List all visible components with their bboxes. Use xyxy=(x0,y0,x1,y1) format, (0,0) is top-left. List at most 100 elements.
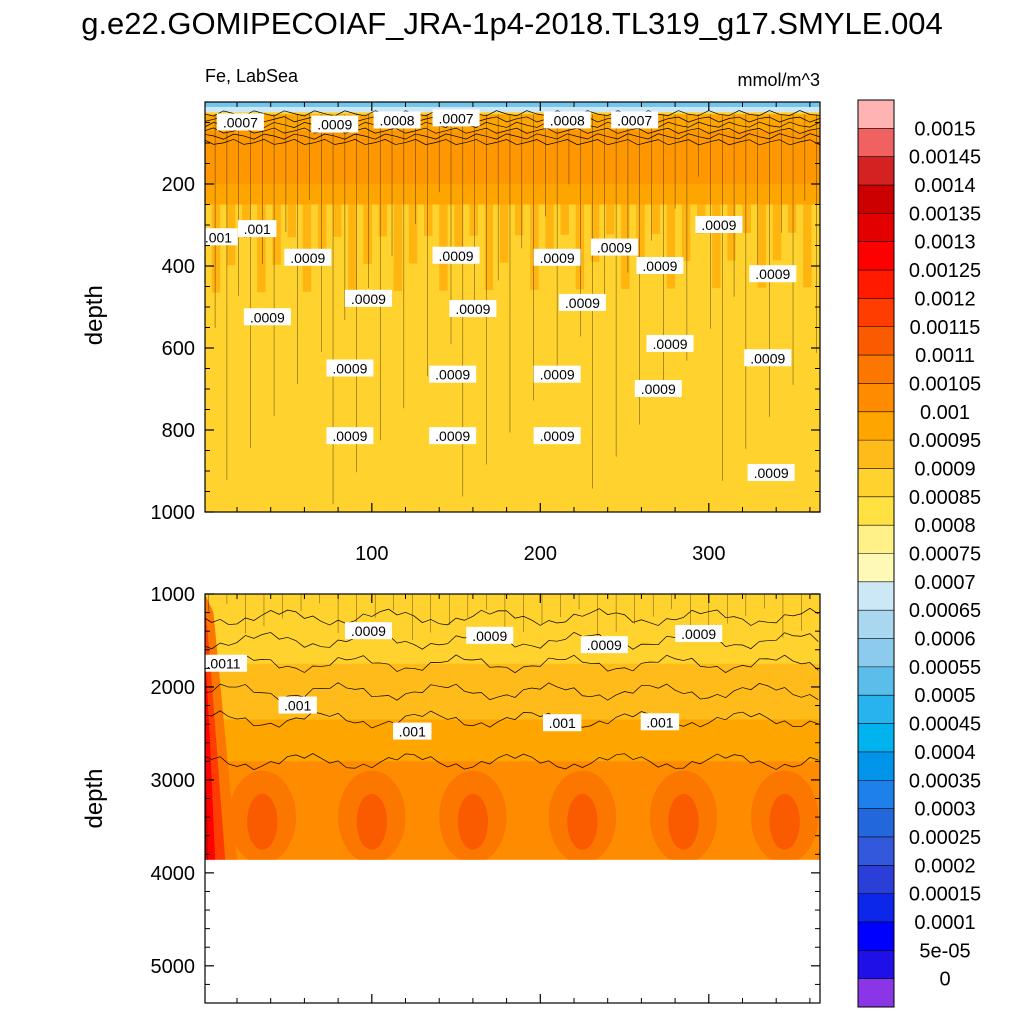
colorbar-label: 0.00035 xyxy=(909,770,981,792)
colorbar-label: 0.00025 xyxy=(909,827,981,849)
contour-label-text: .001 xyxy=(646,714,673,730)
colorbar-label: 0.0003 xyxy=(914,799,975,821)
colorbar-label: 0.0008 xyxy=(914,515,975,537)
field-streak xyxy=(787,196,797,233)
colorbar-label: 0.0001 xyxy=(914,912,975,934)
field-contour xyxy=(205,654,819,674)
contour-label: .0009 xyxy=(749,265,797,283)
field-streak xyxy=(530,196,539,290)
colorbar-label: 0.00075 xyxy=(909,544,981,566)
field-streak xyxy=(363,196,372,264)
contour-label: .0009 xyxy=(284,248,332,266)
contour-label-text: .0009 xyxy=(597,240,632,256)
colorbar-label: 0.00065 xyxy=(909,600,981,622)
field-streak xyxy=(772,196,782,261)
colorbar-label: 0.00125 xyxy=(909,260,981,282)
y-tick-label: 1000 xyxy=(151,584,196,606)
contour-label: .0009 xyxy=(646,334,694,352)
contour-label-box xyxy=(373,111,421,129)
colorbar-swatch xyxy=(858,185,894,214)
contour-label-text: .0009 xyxy=(290,250,325,266)
field-band xyxy=(205,761,820,860)
contour-label: .0009 xyxy=(634,380,682,397)
contour-label-text: .0008 xyxy=(380,112,415,128)
contour-label: .0009 xyxy=(326,427,374,445)
colorbar-swatch xyxy=(858,610,894,640)
colorbar-swatch xyxy=(858,638,894,668)
lower-axes: 1000 2000 3000 4000 5000 depth xyxy=(81,584,820,1004)
contour-label-box xyxy=(429,365,477,383)
contour-label-box xyxy=(466,626,514,644)
colorbar-swatch xyxy=(858,553,894,583)
contour-label-text: .0009 xyxy=(750,350,785,366)
colorbar-label: 0.0014 xyxy=(914,175,975,197)
colorbar-swatch xyxy=(858,241,894,271)
contour-label: .0007 xyxy=(611,111,659,129)
contour-label-text: .0009 xyxy=(540,367,575,383)
contour-label-text: .0011 xyxy=(207,656,241,672)
colorbar-swatch xyxy=(858,156,894,186)
field-streak xyxy=(742,196,751,234)
contour-label-box xyxy=(636,257,684,274)
field-streak xyxy=(545,196,554,263)
field-streak xyxy=(302,196,312,292)
contour-label-box xyxy=(744,349,792,367)
field-streak xyxy=(333,196,342,237)
field-streak xyxy=(681,196,691,262)
colorbar-swatch xyxy=(858,666,894,696)
colorbar-swatch xyxy=(858,270,894,299)
contour-label: .0009 xyxy=(533,365,581,383)
variable-label: Fe, LabSea xyxy=(205,66,299,86)
contour-label: .0009 xyxy=(533,248,581,266)
contour-label: .0007 xyxy=(432,109,480,127)
contour-label-box xyxy=(695,216,743,233)
units-label: mmol/m^3 xyxy=(738,70,820,90)
contour-label-box xyxy=(243,308,291,326)
contour-label: .0009 xyxy=(429,365,477,383)
colorbar-swatch xyxy=(858,440,894,469)
contour-label-box xyxy=(533,248,581,266)
field-streak xyxy=(697,196,706,234)
field-streak xyxy=(317,196,327,265)
contour-label-box xyxy=(634,380,682,397)
field-wedge xyxy=(205,724,209,860)
contour-label-box xyxy=(432,246,480,264)
contour-label-box xyxy=(675,624,723,642)
contour-label: .0009 xyxy=(675,624,723,642)
field-surface xyxy=(205,102,820,107)
field-streak xyxy=(666,196,676,289)
contour-label-box xyxy=(284,248,332,266)
contour-label-box xyxy=(543,111,591,129)
contour-label-box xyxy=(580,636,628,654)
colorbar-swatch xyxy=(858,496,894,526)
colorbar-label: 0.00135 xyxy=(909,203,981,225)
colorbar-label: 0.0011 xyxy=(915,345,975,367)
field-streak xyxy=(272,196,281,265)
colorbar-swatch xyxy=(858,695,894,725)
upper-field: .0007 .0009 .0008 .0007 .0008 .0007 .001 .001 .0… xyxy=(205,102,820,512)
contour-label: .001 xyxy=(640,713,680,731)
field-contour xyxy=(205,753,819,771)
lower-panel: .0011 .001 .0009 .0009 .0009 .0009 .001 .001 .00… xyxy=(81,584,821,1004)
colorbar-label: 0.00115 xyxy=(910,317,981,339)
contour-label-box xyxy=(205,654,248,672)
contour-label-box xyxy=(393,722,432,740)
contour-label-text: .0009 xyxy=(250,309,285,325)
colorbar-swatch xyxy=(858,893,894,923)
field-blob xyxy=(247,793,278,850)
contour-label: .001 xyxy=(543,714,582,732)
field-contour xyxy=(205,682,819,701)
contour-label-text: .0009 xyxy=(351,291,386,307)
colorbar-label: 0.00085 xyxy=(909,487,981,509)
colorbar-swatch xyxy=(858,865,894,895)
field-streak xyxy=(242,196,251,238)
colorbar-label: 0.0005 xyxy=(914,685,975,707)
colorbar-label: 0.0004 xyxy=(914,742,975,764)
field-streak xyxy=(712,196,721,289)
contour-label-text: .001 xyxy=(284,698,311,714)
contour-label-text: .0009 xyxy=(642,258,677,274)
y-tick-label: 200 xyxy=(162,174,195,196)
contour-label-box xyxy=(558,293,606,311)
field-contour xyxy=(205,127,820,134)
contour-label-box xyxy=(449,300,497,318)
